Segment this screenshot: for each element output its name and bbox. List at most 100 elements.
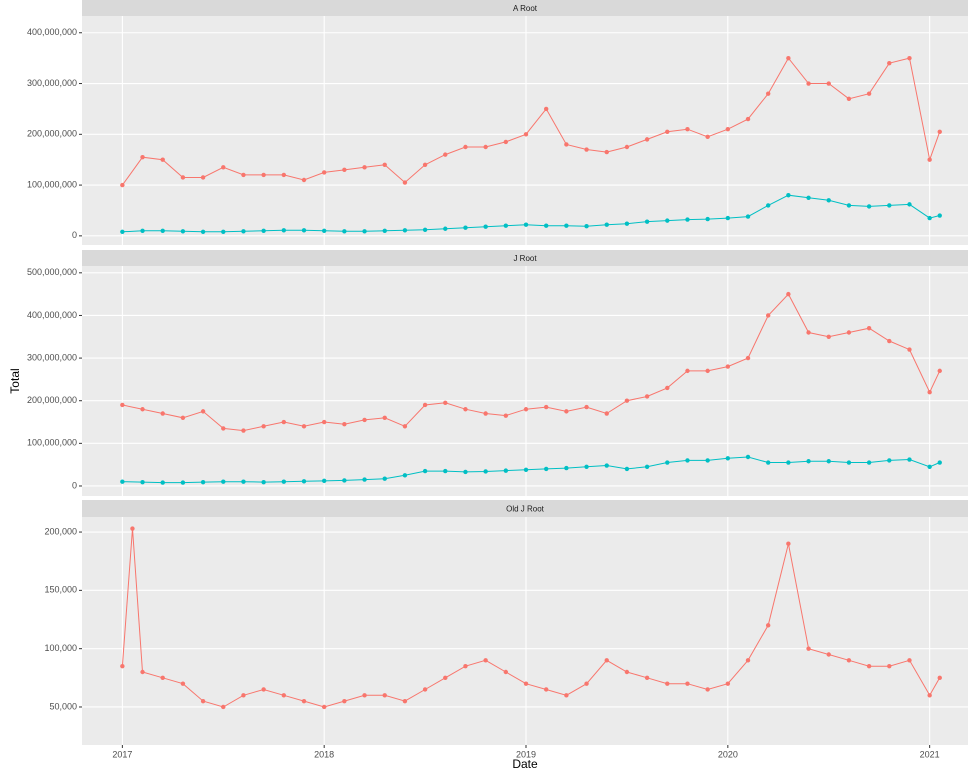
data-point — [422, 687, 428, 692]
data-point — [745, 214, 751, 219]
data-point — [584, 224, 589, 229]
data-point — [261, 172, 266, 178]
data-point — [382, 476, 387, 481]
data-point — [685, 217, 690, 222]
data-point — [221, 704, 226, 710]
data-point — [745, 658, 751, 663]
data-point — [937, 675, 942, 681]
data-point — [907, 457, 912, 462]
data-point — [806, 646, 811, 651]
data-point — [725, 456, 731, 461]
data-point — [140, 407, 145, 412]
data-point — [301, 479, 307, 484]
x-tick-label: 2021 — [920, 749, 940, 759]
data-point — [342, 229, 347, 234]
data-point — [725, 681, 731, 686]
data-point — [180, 229, 186, 234]
data-point — [866, 204, 872, 209]
data-point — [826, 459, 831, 464]
data-point — [806, 330, 811, 335]
y-tick-label: 150,000 — [44, 585, 77, 595]
data-point — [826, 81, 831, 86]
data-point — [200, 479, 206, 485]
data-point — [564, 409, 569, 414]
data-point — [927, 157, 932, 162]
data-point — [846, 96, 852, 101]
data-point — [503, 139, 509, 145]
data-point — [261, 479, 266, 485]
data-point — [846, 203, 852, 208]
data-point — [927, 693, 932, 698]
data-point — [503, 669, 509, 675]
data-point — [564, 142, 569, 147]
strip-label: J Root — [513, 254, 537, 263]
data-point — [342, 698, 347, 704]
data-point — [705, 687, 710, 692]
data-point — [927, 389, 932, 395]
data-point — [866, 91, 872, 96]
data-point — [786, 193, 791, 198]
series-line — [122, 293, 941, 432]
data-point — [503, 223, 509, 228]
data-point — [523, 681, 529, 686]
y-tick-label: 200,000 — [44, 526, 77, 536]
y-tick-label: 100,000,000 — [27, 179, 77, 189]
data-point — [301, 228, 307, 233]
data-point — [402, 698, 408, 704]
data-point — [483, 469, 488, 474]
data-point — [786, 460, 791, 465]
data-point — [120, 402, 125, 408]
data-point — [342, 421, 347, 427]
data-point — [907, 202, 912, 207]
data-point — [140, 479, 145, 485]
data-point — [382, 228, 387, 233]
y-tick-label: 100,000,000 — [27, 438, 77, 448]
data-point — [463, 144, 468, 150]
data-point — [463, 225, 468, 230]
data-point — [725, 127, 731, 132]
y-tick-label: 0 — [72, 230, 77, 240]
data-point — [160, 480, 165, 485]
data-point — [806, 195, 811, 200]
y-tick-label: 200,000,000 — [27, 129, 77, 139]
data-point — [765, 313, 771, 318]
data-point — [866, 663, 872, 669]
data-point — [342, 167, 347, 173]
data-point — [200, 409, 206, 414]
y-tick-label: 500,000,000 — [27, 267, 77, 277]
data-point — [564, 693, 569, 698]
data-point — [483, 658, 488, 663]
data-point — [261, 424, 266, 429]
data-point — [907, 347, 912, 352]
data-point — [624, 144, 630, 150]
x-axis-title: Date — [512, 757, 538, 771]
data-point — [745, 355, 751, 361]
data-point — [584, 147, 589, 152]
data-point — [140, 154, 145, 160]
data-point — [301, 424, 307, 429]
data-point — [887, 203, 892, 208]
data-point — [685, 458, 690, 463]
x-tick-label: 2017 — [112, 749, 132, 759]
data-point — [725, 215, 731, 221]
data-point — [564, 223, 569, 228]
data-point — [826, 334, 831, 339]
y-tick-label: 200,000,000 — [27, 395, 77, 405]
data-point — [261, 687, 266, 692]
data-point — [160, 157, 165, 162]
data-point — [261, 228, 266, 233]
data-point — [705, 458, 710, 463]
data-point — [624, 669, 630, 675]
data-point — [887, 458, 892, 463]
data-point — [160, 411, 165, 416]
data-point — [443, 468, 448, 474]
data-point — [443, 226, 448, 231]
y-tick-label: 300,000,000 — [27, 352, 77, 362]
data-point — [745, 454, 751, 460]
data-point — [483, 411, 488, 416]
data-point — [604, 463, 609, 468]
data-point — [402, 180, 408, 185]
data-point — [685, 368, 690, 374]
data-point — [543, 687, 549, 692]
